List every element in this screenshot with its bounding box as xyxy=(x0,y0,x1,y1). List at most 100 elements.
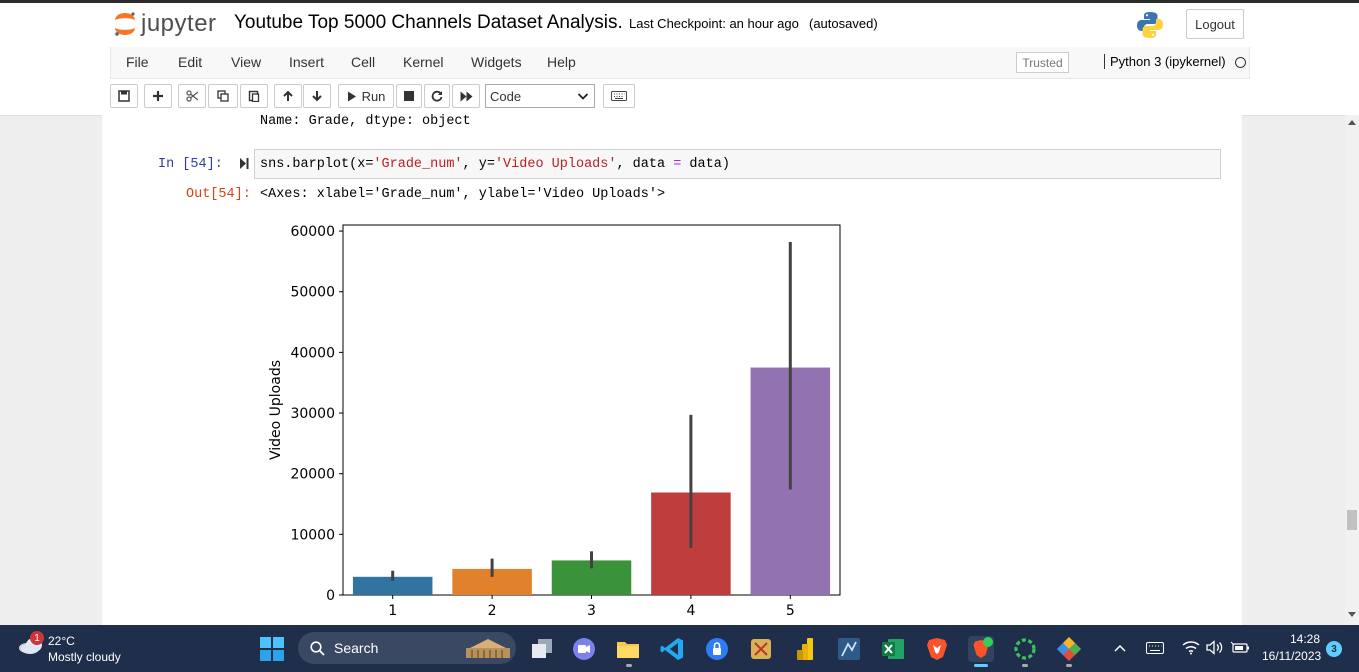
menu-file[interactable]: File xyxy=(126,54,149,70)
search-highlight-icon xyxy=(466,639,510,658)
brave-active-indicator xyxy=(974,664,988,667)
kernel-name[interactable]: Python 3 (ipykernel) xyxy=(1104,54,1226,69)
excel-icon[interactable] xyxy=(880,636,906,662)
input-prompt: In [54]: xyxy=(158,157,223,172)
y-axis-label: Video Uploads xyxy=(268,360,284,460)
x-tick-label: 3 xyxy=(587,603,596,619)
x-tick-label: 1 xyxy=(388,603,397,619)
search-icon xyxy=(310,641,325,656)
vscode-icon[interactable] xyxy=(659,636,685,662)
paste-button[interactable] xyxy=(240,84,268,108)
wifi-icon[interactable] xyxy=(1182,640,1200,655)
arrow-down-icon xyxy=(312,91,322,102)
paste-icon xyxy=(248,90,260,102)
copy-icon xyxy=(217,90,229,102)
y-tick-label: 30000 xyxy=(290,406,335,422)
x-tick-label: 5 xyxy=(786,603,795,619)
brave-browser-icon[interactable] xyxy=(924,636,950,662)
menu-help[interactable]: Help xyxy=(547,54,576,70)
trusted-indicator[interactable]: Trusted xyxy=(1016,52,1069,73)
scroll-down-icon[interactable] xyxy=(1348,612,1356,618)
move-down-button[interactable] xyxy=(303,84,331,108)
x-tick-label: 4 xyxy=(686,603,695,619)
output-prompt: Out[54]: xyxy=(186,187,251,202)
y-tick-label: 50000 xyxy=(290,285,335,301)
command-palette-button[interactable] xyxy=(603,84,635,108)
move-up-button[interactable] xyxy=(274,84,302,108)
logout-button[interactable]: Logout xyxy=(1186,9,1244,39)
windows-start-icon[interactable] xyxy=(259,636,285,662)
menu-insert[interactable]: Insert xyxy=(289,54,325,70)
run-button[interactable]: Run xyxy=(338,84,394,108)
git-client-icon[interactable] xyxy=(1056,636,1082,662)
cut-button[interactable] xyxy=(178,84,206,108)
scissors-icon xyxy=(185,90,198,102)
jupyter-logo[interactable]: jupyter xyxy=(113,8,217,40)
code-string: 'Video Uploads' xyxy=(494,157,617,172)
y-tick-label: 20000 xyxy=(290,467,335,483)
scroll-up-icon[interactable] xyxy=(1348,119,1356,125)
explorer-running-indicator xyxy=(626,664,632,667)
code-string: 'Grade_num' xyxy=(373,157,463,172)
menu-view[interactable]: View xyxy=(231,54,262,70)
weather-temperature: 22°C xyxy=(48,634,75,648)
menu-toolbar-area: File Edit View Insert Cell Kernel Widget… xyxy=(0,47,1359,116)
vpn-lock-icon[interactable] xyxy=(704,636,730,662)
code-token: , y= xyxy=(462,157,495,172)
y-tick-label: 60000 xyxy=(290,224,335,240)
code-cell-editor[interactable]: sns.barplot(x='Grade_num', y='Video Uplo… xyxy=(254,149,1221,179)
jupyter-logo-text: jupyter xyxy=(141,10,217,37)
menu-cell[interactable]: Cell xyxy=(351,54,376,70)
file-explorer-icon[interactable] xyxy=(615,636,641,662)
cell-run-icon[interactable] xyxy=(239,157,249,170)
teams-chat-icon[interactable] xyxy=(571,636,597,662)
task-view-icon[interactable] xyxy=(529,636,555,662)
window-top-border xyxy=(0,0,1359,3)
plus-icon xyxy=(153,91,163,101)
clock-date: 16/11/2023 xyxy=(1262,649,1322,663)
interrupt-button[interactable] xyxy=(396,84,422,108)
insert-cell-button[interactable] xyxy=(144,84,172,108)
restart-run-all-button[interactable] xyxy=(452,84,480,108)
system-clock[interactable]: 14:28 16/11/2023 xyxy=(1262,632,1322,663)
jupyter-logo-icon xyxy=(115,12,135,36)
menu-kernel[interactable]: Kernel xyxy=(403,54,444,70)
output-text: <Axes: xlabel='Grade_num', ylabel='Video… xyxy=(260,187,666,202)
search-label: Search xyxy=(334,640,379,656)
clock-time: 14:28 xyxy=(1289,632,1320,646)
cell-type-select[interactable]: Code xyxy=(485,84,595,108)
notebook-scrollbar[interactable] xyxy=(1345,115,1359,625)
checkpoint-status: Last Checkpoint: an hour ago xyxy=(629,16,799,31)
menu-edit[interactable]: Edit xyxy=(178,54,203,70)
y-tick-label: 40000 xyxy=(290,345,335,361)
cell-type-value: Code xyxy=(490,88,522,104)
copy-button[interactable] xyxy=(208,84,238,108)
restart-button[interactable] xyxy=(424,84,450,108)
speaker-icon[interactable] xyxy=(1206,640,1224,655)
y-tick-label: 10000 xyxy=(290,527,335,543)
brave-active-icon[interactable] xyxy=(968,636,994,662)
keyboard-icon[interactable] xyxy=(1146,641,1164,655)
python-logo-icon xyxy=(1137,12,1163,38)
code-operator: = xyxy=(673,157,682,172)
weather-description: Mostly cloudy xyxy=(48,650,121,664)
save-button[interactable] xyxy=(110,84,138,108)
chevron-up-icon[interactable] xyxy=(1114,643,1126,653)
network-app-icon[interactable] xyxy=(836,636,862,662)
menu-widgets[interactable]: Widgets xyxy=(471,54,522,70)
keyboard-icon xyxy=(611,91,627,101)
battery-icon[interactable] xyxy=(1230,641,1250,654)
kernel-idle-icon xyxy=(1235,57,1246,68)
snipping-tool-icon[interactable] xyxy=(748,636,774,662)
floppy-icon xyxy=(118,90,130,102)
power-bi-icon[interactable] xyxy=(792,636,818,662)
notebook-title[interactable]: Youtube Top 5000 Channels Dataset Analys… xyxy=(234,12,623,33)
previous-output: Name: Grade, dtype: object xyxy=(260,114,471,129)
fast-forward-icon xyxy=(460,91,472,101)
scroll-thumb[interactable] xyxy=(1347,510,1357,530)
loading-app-icon[interactable] xyxy=(1012,636,1038,662)
run-button-label: Run xyxy=(361,88,386,104)
notification-badge[interactable]: 3 xyxy=(1326,641,1342,657)
taskbar-search[interactable]: Search xyxy=(298,632,516,664)
code-token: , data xyxy=(616,157,674,172)
